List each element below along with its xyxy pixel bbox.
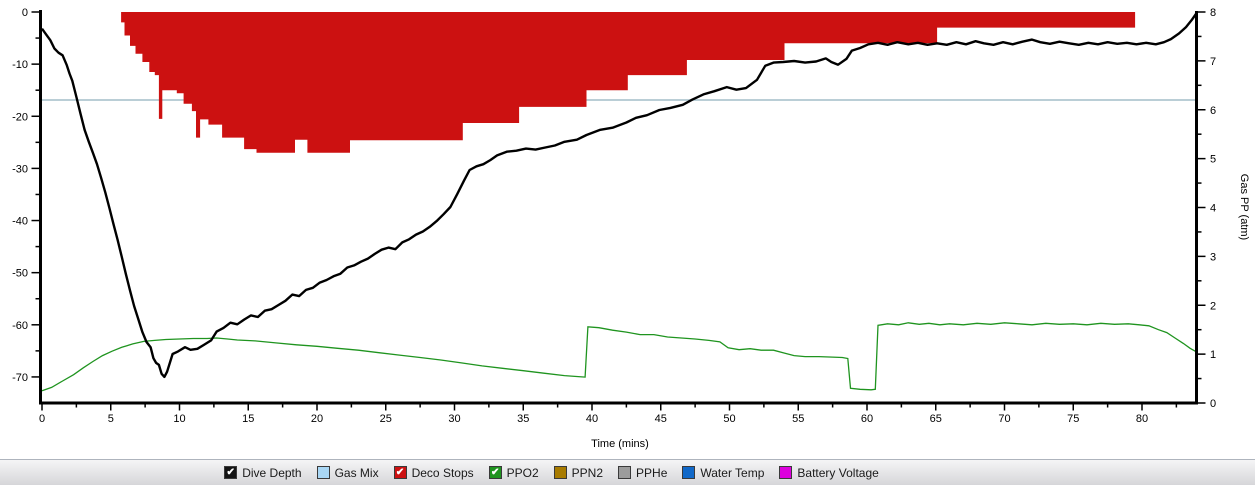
legend-item-battery-voltage[interactable]: Battery Voltage bbox=[779, 465, 879, 480]
left-tick-label: -40 bbox=[12, 216, 28, 228]
legend-checkbox-ppn2[interactable] bbox=[553, 466, 567, 479]
legend-checkbox-ppo2[interactable]: ✔ bbox=[488, 466, 502, 479]
x-tick-label: 30 bbox=[448, 413, 460, 425]
legend-item-ppn2[interactable]: PPN2 bbox=[553, 465, 604, 480]
ppo2-line bbox=[41, 322, 1198, 392]
right-tick-label: 2 bbox=[1210, 300, 1216, 312]
x-tick-label: 50 bbox=[723, 413, 735, 425]
x-tick-label: 0 bbox=[39, 413, 45, 425]
x-tick-label: 75 bbox=[1067, 413, 1079, 425]
left-tick-label: -10 bbox=[12, 59, 28, 71]
x-axis-title: Time (mins) bbox=[591, 438, 649, 450]
legend-checkbox-battery-voltage[interactable] bbox=[779, 466, 793, 479]
chart-area: 0 5 10 15 20 25 30 35 40 45 50 55 60 65 70 75 80 0 -10 -20-… bbox=[12, 7, 1250, 450]
x-tick-label: 25 bbox=[380, 413, 392, 425]
left-tick-label: -20 bbox=[12, 111, 28, 123]
left-tick-label: 0 bbox=[22, 7, 28, 19]
left-tick-label: -30 bbox=[12, 163, 28, 175]
left-tick-label: -50 bbox=[12, 268, 28, 280]
dive-profile-chart: 0 5 10 15 20 25 30 35 40 45 50 55 60 65 70 75 800-10-20-… bbox=[12, 7, 1250, 450]
left-tick-label: -60 bbox=[12, 320, 28, 332]
legend-checkbox-gas-mix[interactable] bbox=[316, 466, 330, 479]
x-tick-label: 80 bbox=[1136, 413, 1148, 425]
legend-bar: ✔ Dive Depth Gas Mix ✔ Deco Stops ✔ PPO2 PPN2 PP… bbox=[0, 459, 1255, 485]
right-tick-label: 3 bbox=[1210, 251, 1216, 263]
legend-item-pphe[interactable]: PPHe bbox=[618, 466, 667, 480]
x-tick-label: 45 bbox=[655, 413, 667, 425]
x-tick-label: 60 bbox=[861, 413, 873, 425]
x-tick-label: 5 bbox=[108, 413, 114, 425]
legend-label-pphe: PPHe bbox=[636, 465, 668, 480]
legend-checkbox-dive-depth[interactable]: ✔ bbox=[224, 466, 238, 479]
legend-label-battery-voltage: Battery Voltage bbox=[797, 465, 879, 480]
legend-item-gas-mix[interactable]: Gas Mix bbox=[316, 465, 379, 480]
deco-stops-area bbox=[121, 12, 1136, 153]
legend-item-ppo2[interactable]: ✔ PPO2 bbox=[488, 465, 539, 480]
right-tick-label: 5 bbox=[1210, 154, 1216, 166]
left-tick-label: -70 bbox=[12, 372, 28, 384]
legend-row: ✔ Dive Depth Gas Mix ✔ Deco Stops ✔ PPO2 PPN2 PP… bbox=[0, 460, 1103, 485]
right-tick-label: 1 bbox=[1210, 349, 1216, 361]
x-tick-label: 70 bbox=[998, 413, 1010, 425]
legend-checkbox-deco-stops[interactable]: ✔ bbox=[393, 466, 407, 479]
x-tick-label: 55 bbox=[792, 413, 804, 425]
legend-checkbox-pphe[interactable] bbox=[618, 466, 632, 479]
x-tick-label: 40 bbox=[586, 413, 598, 425]
x-tick-label: 10 bbox=[173, 413, 185, 425]
x-tick-label: 35 bbox=[517, 413, 529, 425]
legend-label-deco-stops: Deco Stops bbox=[411, 465, 474, 480]
right-tick-label: 8 bbox=[1210, 7, 1216, 19]
right-axis-title: Gas PP (atm) bbox=[1238, 174, 1250, 240]
right-tick-label: 6 bbox=[1210, 105, 1216, 117]
legend-label-ppn2: PPN2 bbox=[571, 465, 604, 480]
legend-item-dive-depth[interactable]: ✔ Dive Depth bbox=[224, 465, 302, 480]
x-tick-label: 15 bbox=[242, 413, 254, 425]
right-tick-label: 7 bbox=[1210, 56, 1216, 68]
right-tick-label: 0 bbox=[1210, 398, 1216, 410]
right-tick-label: 4 bbox=[1210, 203, 1216, 215]
legend-item-deco-stops[interactable]: ✔ Deco Stops bbox=[393, 465, 474, 480]
legend-label-gas-mix: Gas Mix bbox=[334, 465, 379, 480]
dive-depth-line bbox=[41, 11, 1198, 379]
legend-label-ppo2: PPO2 bbox=[506, 465, 539, 480]
legend-label-water-temp: Water Temp bbox=[700, 465, 765, 480]
legend-label-dive-depth: Dive Depth bbox=[242, 465, 302, 480]
legend-checkbox-water-temp[interactable] bbox=[682, 466, 696, 479]
x-tick-label: 20 bbox=[311, 413, 323, 425]
x-tick-label: 65 bbox=[930, 413, 942, 425]
legend-item-water-temp[interactable]: Water Temp bbox=[682, 466, 764, 480]
